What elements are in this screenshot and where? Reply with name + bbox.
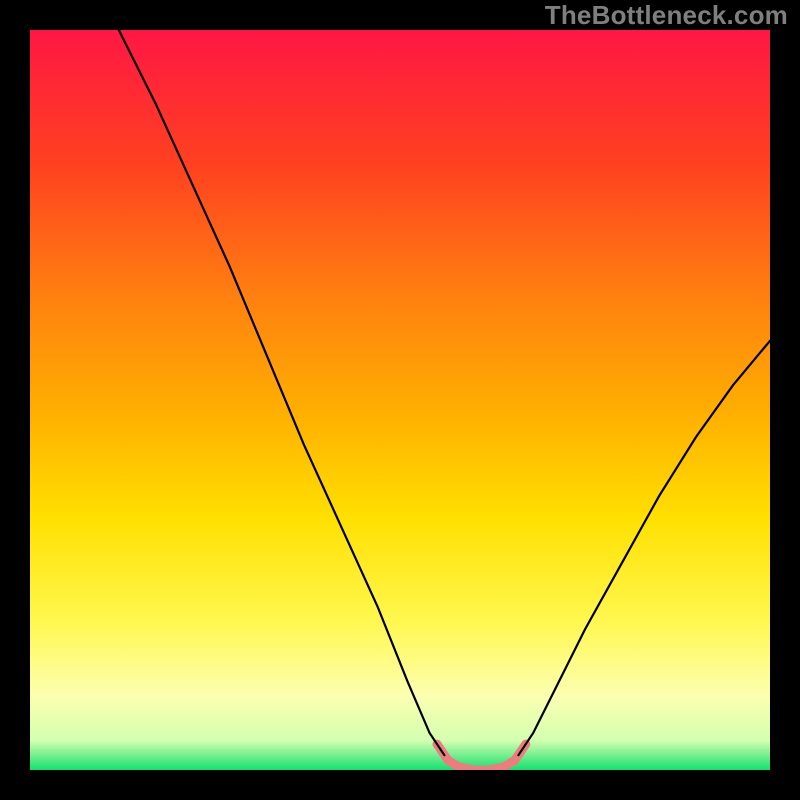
chart-container: TheBottleneck.com — [0, 0, 800, 800]
plot-svg — [30, 30, 770, 770]
watermark-text: TheBottleneck.com — [545, 0, 788, 31]
gradient-background — [30, 30, 770, 770]
